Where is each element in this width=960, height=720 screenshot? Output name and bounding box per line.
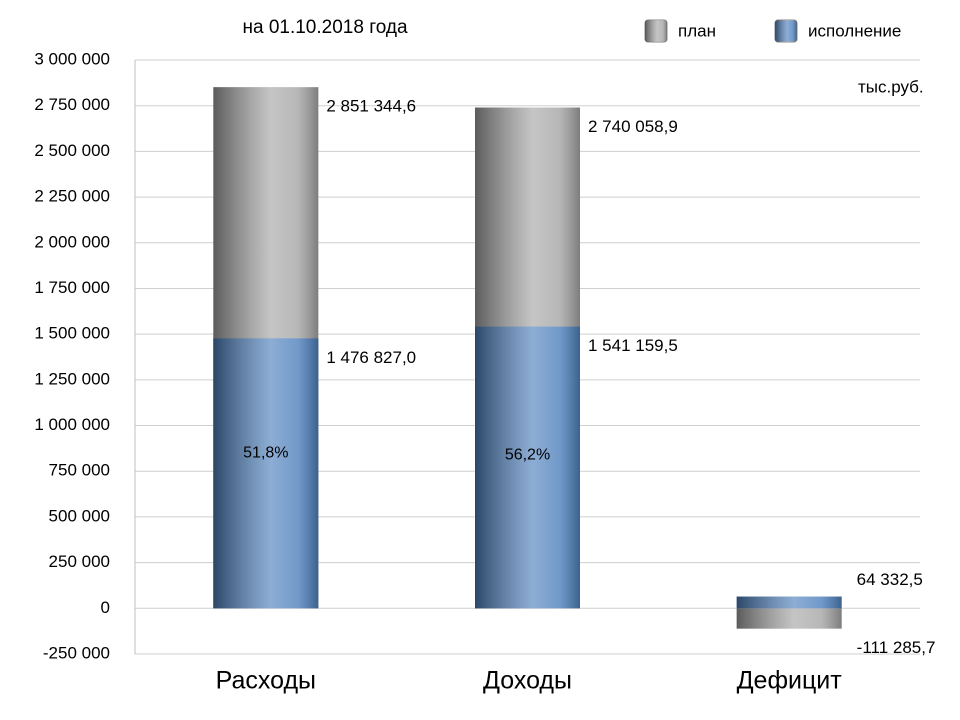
percent-label: 51,8% bbox=[243, 445, 288, 462]
bar bbox=[213, 338, 319, 609]
y-tick-label: 500 000 bbox=[49, 506, 110, 525]
y-tick-label: 0 bbox=[101, 598, 110, 617]
x-tick-label: Доходы bbox=[483, 667, 572, 695]
value-label: -111 285,7 bbox=[857, 638, 936, 657]
legend-swatch-shading bbox=[645, 20, 667, 42]
legend-label: исполнение bbox=[808, 21, 901, 40]
legend-swatch-shading bbox=[775, 20, 797, 42]
y-tick-label: 2 250 000 bbox=[34, 187, 110, 206]
chart-subtitle: на 01.10.2018 года bbox=[242, 17, 407, 38]
y-tick-label: 750 000 bbox=[49, 461, 110, 480]
value-label: 2 851 344,6 bbox=[326, 97, 416, 116]
y-tick-label: 250 000 bbox=[49, 552, 110, 571]
y-tick-label: 1 750 000 bbox=[34, 278, 110, 297]
bar bbox=[475, 326, 580, 609]
value-label: 1 541 159,5 bbox=[588, 336, 678, 355]
y-tick-label: -250 000 bbox=[43, 643, 110, 662]
y-tick-label: 1 000 000 bbox=[34, 415, 110, 434]
value-label: 64 332,5 bbox=[857, 570, 923, 589]
y-tick-label: 2 000 000 bbox=[34, 232, 110, 251]
unit-label: тыс.руб. bbox=[858, 77, 924, 96]
x-tick-label: Дефицит bbox=[737, 667, 843, 695]
y-tick-label: 1 250 000 bbox=[34, 369, 110, 388]
percent-label: 56,2% bbox=[505, 447, 550, 464]
y-tick-label: 2 750 000 bbox=[34, 95, 110, 114]
bar bbox=[736, 596, 842, 609]
x-tick-label: Расходы bbox=[216, 667, 316, 695]
value-label: 1 476 827,0 bbox=[326, 348, 416, 367]
legend-label: план bbox=[678, 21, 716, 40]
bar bbox=[736, 608, 842, 629]
value-label: 2 740 058,9 bbox=[588, 117, 678, 136]
y-tick-label: 2 500 000 bbox=[34, 141, 110, 160]
y-tick-label: 3 000 000 bbox=[34, 49, 110, 68]
y-tick-label: 1 500 000 bbox=[34, 324, 110, 343]
